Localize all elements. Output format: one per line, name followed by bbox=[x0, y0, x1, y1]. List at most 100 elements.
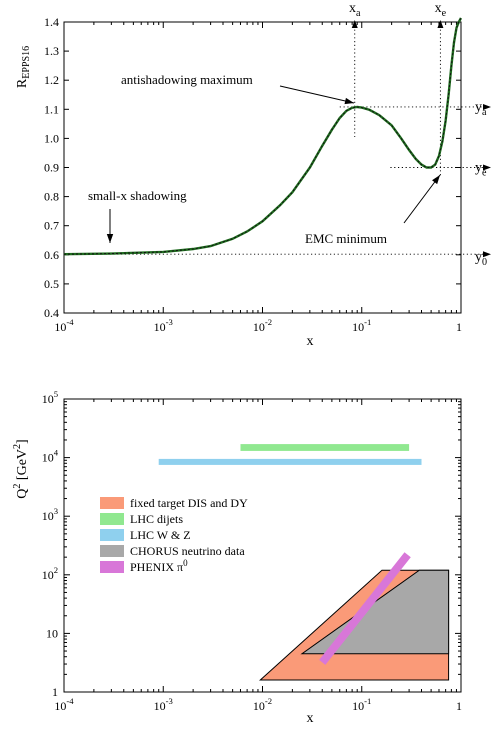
y0-arrow bbox=[483, 251, 491, 258]
plot2-ytick-label: 104 bbox=[42, 448, 59, 465]
plot2-ytick-label: 105 bbox=[42, 389, 58, 406]
xe-label-main: x bbox=[435, 1, 442, 16]
region-4 bbox=[319, 552, 411, 665]
legend-swatch-0 bbox=[100, 497, 124, 509]
legend-label-text: fixed target DIS and DY bbox=[130, 496, 248, 510]
ye-arrow bbox=[483, 164, 491, 171]
plot1-xtick-label: 10-1 bbox=[352, 317, 371, 334]
plot1-xtick-label: 10-3 bbox=[154, 317, 173, 334]
legend-label-1: LHC dijets bbox=[130, 512, 183, 526]
plot2-ylabel-part: ] bbox=[15, 439, 30, 444]
plot1-ytick-label: 0.6 bbox=[44, 248, 59, 262]
plot1-xtick-label-main: 10 bbox=[54, 320, 66, 334]
plot2-ylabel-part: [GeV bbox=[15, 449, 30, 484]
plot2-ytick-label-sub: 5 bbox=[54, 389, 58, 399]
annotation-small-x-arrow-head bbox=[106, 234, 114, 243]
legend-label-sup: 0 bbox=[183, 558, 188, 568]
annotation-small-x: small-x shadowing bbox=[88, 188, 187, 203]
plot2-xtick-label: 10-3 bbox=[154, 696, 173, 713]
plot2-ytick-label: 103 bbox=[42, 506, 58, 523]
ya-label: ya bbox=[475, 100, 487, 118]
plot2-ytick-label-sub: 2 bbox=[54, 565, 58, 575]
legend-label-text: CHORUS neutrino data bbox=[130, 544, 245, 558]
plot2-ytick-label-main: 10 bbox=[42, 568, 54, 582]
xa-label: xa bbox=[349, 1, 361, 19]
xa-label-sub: a bbox=[356, 8, 361, 19]
ratio-curve bbox=[63, 17, 463, 256]
y0-label-sub: 0 bbox=[482, 257, 487, 268]
plot1-xtick-label-sub: -1 bbox=[364, 317, 371, 327]
plot2-ytick-label: 102 bbox=[42, 565, 58, 582]
plot1-xtick-label-main: 10 bbox=[154, 320, 166, 334]
region-3 bbox=[300, 569, 450, 655]
xa-label-main: x bbox=[349, 1, 356, 16]
legend-swatch-4 bbox=[100, 561, 124, 573]
plot2-ytick-label-main: 10 bbox=[42, 392, 54, 406]
plot1-ytick-label: 1.1 bbox=[44, 102, 59, 116]
plot2-ytick-label-main: 10 bbox=[46, 626, 58, 640]
plot1-xlabel: x bbox=[307, 334, 314, 349]
plot2-ytick-label-sub: 4 bbox=[54, 448, 59, 458]
plot2-ytick-label-sub: 3 bbox=[54, 506, 58, 516]
legend-swatch-3 bbox=[100, 545, 124, 557]
plot1-xtick-label-main: 10 bbox=[253, 320, 265, 334]
plot1-ytick-label: 1.2 bbox=[44, 73, 59, 87]
plot2-xtick-label: 1 bbox=[456, 699, 462, 713]
plot2-xtick-label: 10-4 bbox=[54, 696, 74, 713]
plot2-xtick-label-main: 1 bbox=[456, 699, 462, 713]
legend-label-0: fixed target DIS and DY bbox=[130, 496, 248, 510]
plot2-xtick-label: 10-2 bbox=[253, 696, 272, 713]
region-2 bbox=[158, 458, 422, 465]
xe-label: xe bbox=[435, 1, 447, 19]
plot1-ytick-label: 0.8 bbox=[44, 190, 59, 204]
plot2-ytick-label-main: 1 bbox=[52, 685, 58, 699]
region-1 bbox=[240, 444, 410, 451]
ya-label-sub: a bbox=[482, 107, 487, 118]
plot1-xtick-label: 1 bbox=[456, 320, 462, 334]
plot1-xtick-label-main: 10 bbox=[352, 320, 364, 334]
legend-label-text: PHENIX π bbox=[130, 560, 183, 574]
ratio-curve-dots bbox=[63, 17, 462, 255]
plot1-ytick-label: 0.7 bbox=[44, 219, 59, 233]
plot2-xtick-label-sub: -1 bbox=[364, 696, 371, 706]
legend-label-3: CHORUS neutrino data bbox=[130, 544, 245, 558]
plot2-ytick-label: 10 bbox=[46, 626, 58, 640]
plot2-ytick-label-main: 10 bbox=[42, 451, 54, 465]
plot2-xtick-label-main: 10 bbox=[154, 699, 166, 713]
legend-label-text: LHC dijets bbox=[130, 512, 183, 526]
plot1-ylabel-main: R bbox=[15, 78, 30, 88]
plot2-ylabel-part: 2 bbox=[12, 484, 23, 489]
plot2-ytick-label: 1 bbox=[52, 685, 58, 699]
plot2-xtick-label-sub: -4 bbox=[66, 696, 74, 706]
plot2-ylabel-part: 2 bbox=[12, 444, 23, 449]
plot1-ylabel-sub: EPPS16 bbox=[21, 46, 32, 79]
plot1-xtick-label-main: 1 bbox=[456, 320, 462, 334]
plot1-xtick-label: 10-4 bbox=[54, 317, 74, 334]
plot2-xtick-label-sub: -2 bbox=[265, 696, 272, 706]
annotation-emc-arrow-head bbox=[432, 175, 440, 185]
plot2-xlabel: x bbox=[307, 711, 314, 726]
annotation-antishadowing: antishadowing maximum bbox=[121, 72, 253, 87]
plot2-xtick-label-main: 10 bbox=[352, 699, 364, 713]
ya-arrow bbox=[483, 103, 491, 110]
legend-label-text: LHC W & Z bbox=[130, 528, 191, 542]
y0-label-main: y bbox=[475, 250, 482, 265]
legend-label-4: PHENIX π0 bbox=[130, 558, 188, 574]
ye-label-main: y bbox=[475, 161, 482, 176]
plot2-xtick-label-sub: -3 bbox=[166, 696, 173, 706]
plot1-xtick-label: 10-2 bbox=[253, 317, 272, 334]
annotation-antishadowing-arrow bbox=[279, 85, 355, 104]
legend-label-2: LHC W & Z bbox=[130, 528, 191, 542]
plot2-xtick-label-main: 10 bbox=[253, 699, 265, 713]
annotation-emc: EMC minimum bbox=[305, 231, 387, 246]
plot1-ytick-label: 0.5 bbox=[44, 277, 59, 291]
plot1-frame bbox=[63, 21, 462, 314]
xe-label-sub: e bbox=[442, 8, 447, 19]
xa-arrow bbox=[351, 20, 358, 28]
ye-label-sub: e bbox=[482, 168, 487, 179]
plot1-xtick-label-sub: -3 bbox=[166, 317, 173, 327]
annotation-emc-arrow bbox=[403, 174, 441, 224]
plot1-ytick-label: 0.9 bbox=[44, 161, 59, 175]
plot1-xtick-label-sub: -4 bbox=[66, 317, 74, 327]
